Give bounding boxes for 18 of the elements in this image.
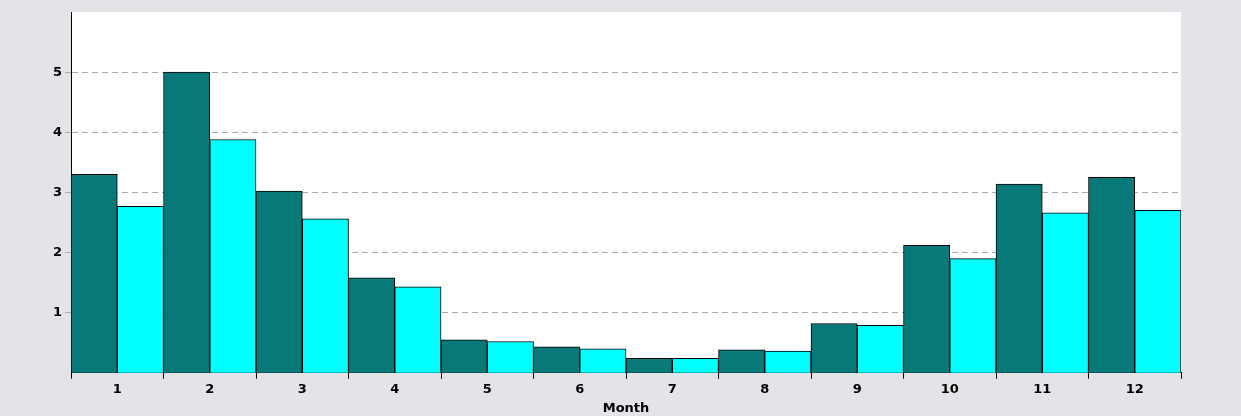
y-tick-label: 4 (53, 123, 63, 139)
y-tick-label: 1 (53, 304, 63, 320)
x-tick-label: 6 (575, 380, 585, 396)
x-tick-label: 7 (667, 380, 677, 396)
y-tick-label: 3 (53, 183, 63, 199)
x-tick-label: 9 (852, 380, 862, 396)
x-tick-label: 3 (297, 380, 307, 396)
x-tick-label: 4 (390, 380, 400, 396)
y-tick-label: 2 (53, 243, 63, 259)
x-tick-label: 10 (940, 380, 959, 396)
x-axis-title: Month (602, 399, 650, 415)
x-tick-label: 5 (482, 380, 492, 396)
x-tick-label: 11 (1033, 380, 1052, 396)
x-tick-label: 12 (1125, 380, 1144, 396)
y-tick-label: 5 (53, 63, 63, 79)
x-tick-label: 2 (205, 380, 215, 396)
x-tick-label: 1 (112, 380, 122, 396)
x-tick-label: 8 (760, 380, 770, 396)
